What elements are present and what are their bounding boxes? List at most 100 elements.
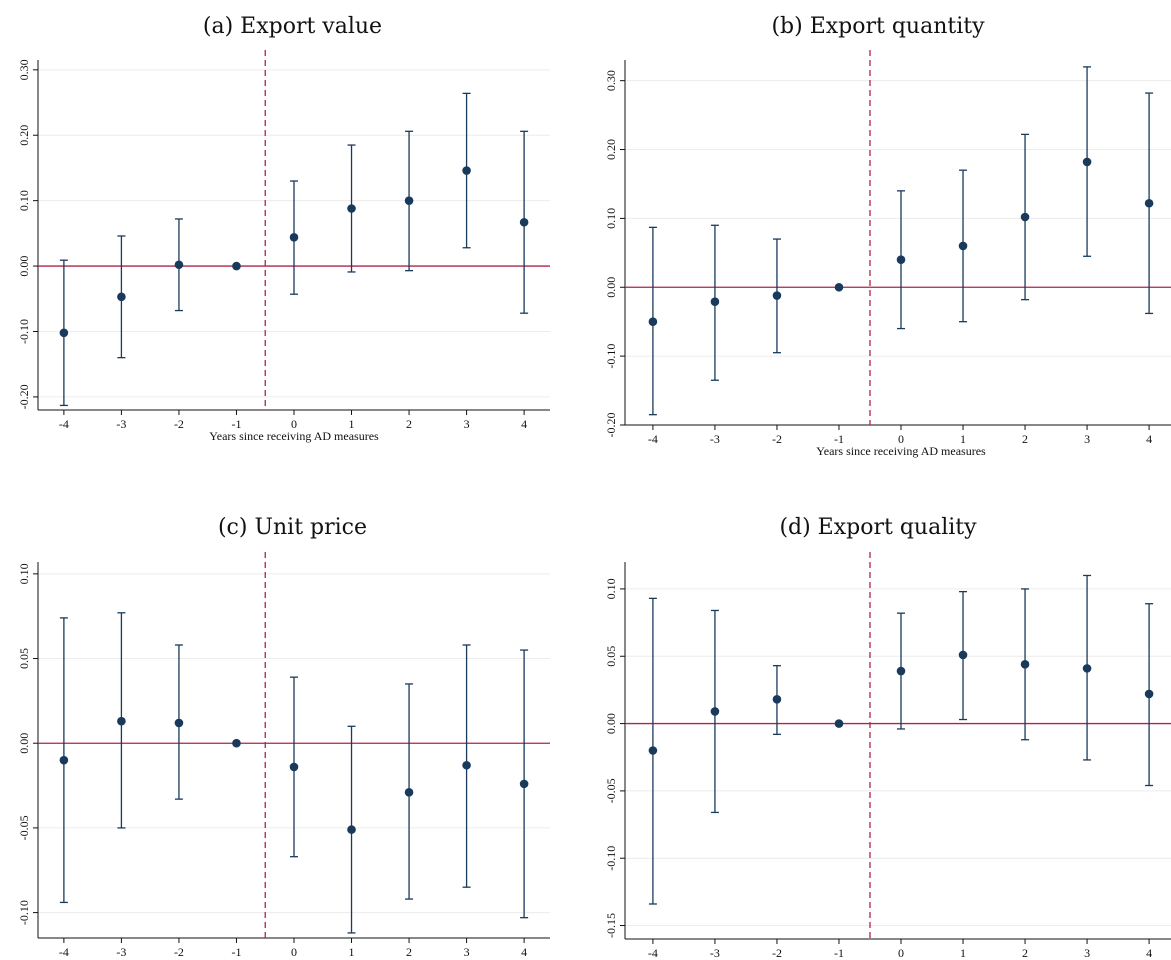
point-estimate — [834, 282, 844, 292]
point-estimate — [117, 292, 126, 302]
y-tick-label: -0.05 — [604, 778, 618, 803]
y-tick-label: 0.10 — [17, 563, 31, 584]
y-tick-label: -0.10 — [604, 344, 618, 369]
panel-title: (a) Export value — [202, 14, 383, 39]
panel-title: (c) Unit price — [217, 515, 368, 540]
point-estimate — [289, 232, 299, 242]
chart-unit-price: -0.10 -0.05 0.00 0.05 0.10 -4 -3 -2 -1 0 1 2 3 4 Years… — [17, 552, 550, 960]
point-estimate — [958, 650, 968, 660]
y-tick-label: 0.00 — [604, 277, 618, 298]
point-estimate — [648, 746, 658, 755]
point-estimate — [59, 328, 69, 338]
x-tick-label: 3 — [464, 945, 470, 959]
x-tick-label: -1 — [231, 945, 241, 959]
x-tick-label: 0 — [291, 945, 297, 959]
x-tick-label: 2 — [406, 945, 412, 959]
x-tick-label: -4 — [59, 945, 69, 959]
y-tick-label: -0.10 — [17, 900, 31, 925]
y-tick-label: 0.00 — [604, 713, 618, 734]
x-tick-label: 3 — [464, 417, 470, 431]
x-tick-label: -3 — [116, 945, 126, 959]
x-axis-title: Years since receiving AD measures — [816, 958, 986, 960]
x-tick-label: 2 — [406, 417, 412, 431]
panel-export-quantity: (b) Export quantity -0.20 -0.10 0.00 0.10 0.… — [585, 0, 1171, 480]
x-tick-label: 4 — [521, 417, 527, 431]
x-tick-label: 4 — [521, 945, 527, 959]
x-tick-label: 0 — [291, 417, 297, 431]
x-tick-label: -1 — [231, 417, 241, 431]
y-tick-label: -0.20 — [17, 384, 31, 409]
x-tick-label: 3 — [1084, 946, 1090, 960]
point-estimate — [404, 196, 414, 205]
point-estimate — [896, 666, 906, 676]
y-tick-label: 0.20 — [17, 125, 31, 146]
x-tick-label: 1 — [349, 417, 355, 431]
chart-export-value: -0.20 -0.10 0.00 0.10 0.20 0.30 -4 -3 -2 -1 0 1 2 3 4 Y… — [17, 50, 550, 443]
y-tick-label: 0.20 — [604, 139, 618, 160]
x-tick-label: -3 — [710, 946, 720, 960]
panel-title: (d) Export quality — [779, 515, 977, 540]
y-tick-label: -0.10 — [17, 319, 31, 344]
x-tick-label: 4 — [1146, 946, 1152, 960]
chart-export-quality: -0.15 -0.10 -0.05 0.00 0.05 0.10 -4 -3 -2 -1 0 1 2 3 4… — [604, 552, 1171, 960]
point-estimate — [1020, 660, 1030, 669]
point-estimate — [710, 297, 720, 307]
point-estimate — [648, 317, 658, 326]
y-tick-label: 0.30 — [17, 59, 31, 80]
point-estimate — [59, 755, 69, 765]
x-tick-label: -2 — [174, 945, 184, 959]
x-tick-label: -2 — [174, 417, 184, 431]
x-axis-title: Years since receiving AD measures — [209, 957, 379, 960]
point-estimate — [1082, 664, 1092, 673]
point-estimate — [772, 291, 782, 300]
y-tick-label: 0.00 — [17, 733, 31, 754]
x-tick-label: -2 — [772, 432, 782, 446]
x-tick-label: 1 — [349, 945, 355, 959]
y-tick-label: 0.05 — [17, 648, 31, 669]
panel-title: (b) Export quantity — [771, 14, 985, 39]
x-tick-label: -3 — [710, 432, 720, 446]
point-estimate — [1144, 689, 1154, 699]
point-estimate — [519, 217, 529, 227]
point-estimate — [1082, 157, 1092, 167]
point-estimate — [347, 204, 356, 213]
point-estimate — [174, 260, 184, 270]
x-tick-label: 0 — [898, 946, 904, 960]
point-estimate — [347, 825, 356, 834]
point-estimate — [174, 718, 184, 728]
y-tick-label: 0.10 — [604, 578, 618, 599]
point-estimate — [232, 738, 241, 748]
point-estimate — [1020, 212, 1030, 222]
x-tick-label: -2 — [772, 946, 782, 960]
point-estimate — [462, 166, 471, 175]
x-axis-title: Years since receiving AD measures — [209, 429, 379, 443]
point-estimate — [958, 241, 968, 251]
point-estimate — [834, 719, 844, 728]
point-estimate — [289, 762, 299, 772]
x-tick-label: 2 — [1022, 432, 1028, 446]
point-estimate — [404, 788, 414, 797]
y-tick-label: -0.10 — [604, 846, 618, 871]
x-tick-label: -1 — [834, 432, 844, 446]
point-estimate — [232, 261, 241, 271]
y-tick-label: 0.30 — [604, 70, 618, 91]
point-estimate — [117, 716, 126, 726]
point-estimate — [462, 760, 471, 770]
x-tick-label: -1 — [834, 946, 844, 960]
panel-export-value: (a) Export value -0.20 -0.10 0.00 0.10 0.20 0… — [0, 0, 585, 480]
y-tick-label: 0.10 — [17, 190, 31, 211]
y-tick-label: -0.20 — [604, 413, 618, 438]
x-axis-title: Years since receiving AD measures — [816, 444, 986, 458]
chart-export-quantity: -0.20 -0.10 0.00 0.10 0.20 0.30 -4 -3 -2 -1 0 1 2 3 4 Y… — [604, 50, 1171, 458]
point-estimate — [772, 695, 782, 704]
point-estimate — [896, 255, 906, 265]
x-tick-label: 2 — [1022, 946, 1028, 960]
x-tick-label: 1 — [960, 946, 966, 960]
x-tick-label: -4 — [648, 432, 658, 446]
x-tick-label: 0 — [898, 432, 904, 446]
x-tick-label: 4 — [1146, 432, 1152, 446]
panel-unit-price: (c) Unit price -0.10 -0.05 0.00 0.05 0.10 -4-… — [0, 480, 585, 960]
x-tick-label: -4 — [648, 946, 658, 960]
y-tick-label: 0.10 — [604, 208, 618, 229]
